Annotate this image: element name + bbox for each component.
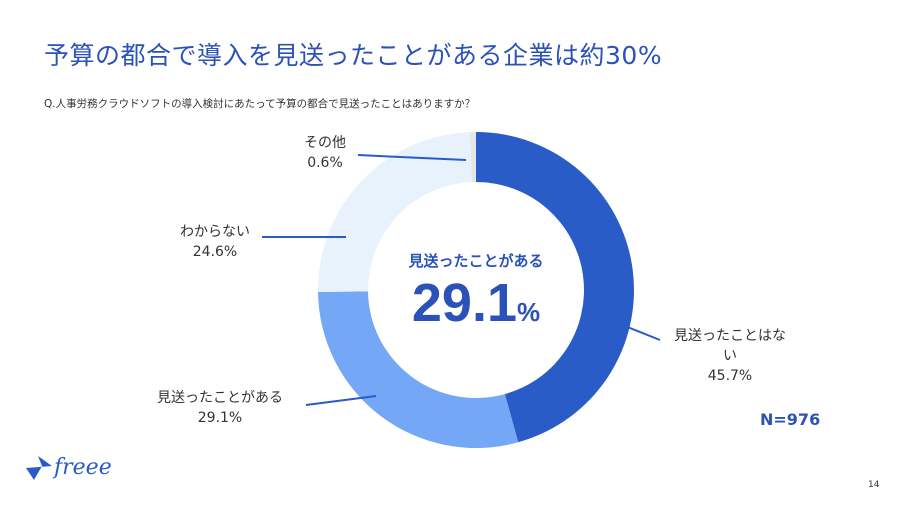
slice-0 [476,132,634,443]
slice-label-skipped: 見送ったことがある 29.1% [140,388,300,428]
slice-name: その他 [304,135,346,151]
slice-value: 24.6% [192,244,238,260]
freee-logo: freee [24,452,112,482]
slice-label-other: その他 0.6% [290,133,360,173]
page-number: 14 [868,480,880,490]
slice-3 [470,132,476,183]
page-title: 予算の都合で導入を見送ったことがある企業は約30% [44,41,663,70]
slice-value: 45.7% [707,368,753,384]
center-value: 29.1% [376,272,576,334]
center-unit: % [516,297,541,327]
slice-name: 見送ったことがある [157,390,283,406]
slice-1 [318,291,519,448]
sample-size: N=976 [760,410,821,429]
leader-line-1 [305,395,377,406]
survey-question: Q.人事労務クラウドソフトの導入検討にあたって予算の都合で見送ったことはあります… [44,98,476,110]
slice-name: わからない [180,224,250,240]
slice-2 [318,132,472,292]
slice-value: 29.1% [197,410,243,426]
slice-value: 0.6% [307,155,343,171]
center-label: 見送ったことがある [408,252,544,270]
leader-line-0 [604,317,661,341]
center-number: 29.1 [411,273,517,333]
logo-text: freee [54,454,112,480]
slice-label-unknown: わからない 24.6% [160,222,270,262]
bird-icon [26,456,52,480]
leader-line-3 [357,154,467,161]
slice-label-not-skipped: 見送ったことはない 45.7% [670,326,790,386]
slice-name: 見送ったことはない [674,328,786,364]
